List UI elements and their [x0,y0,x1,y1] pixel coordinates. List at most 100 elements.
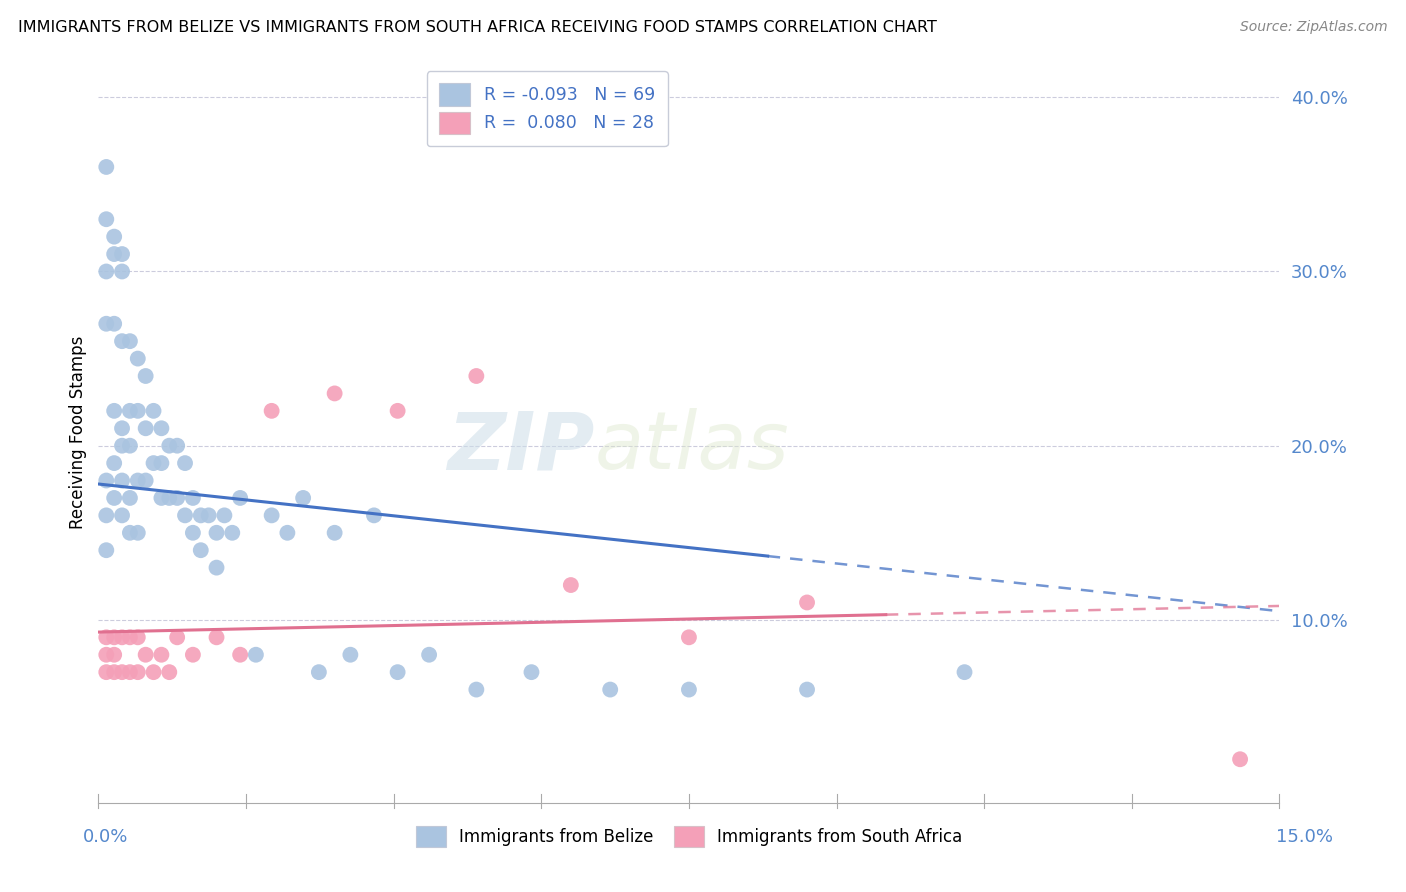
Point [127,665,149,680]
Point [166,439,188,453]
Point [197,508,219,523]
Point [142,665,165,680]
Point [96,665,118,680]
Point [363,508,385,523]
Point [111,247,134,261]
Point [245,648,267,662]
Point [96,317,118,331]
Point [205,525,228,540]
Point [118,630,141,644]
Text: atlas: atlas [595,409,789,486]
Point [111,508,134,523]
Legend: Immigrants from Belize, Immigrants from South Africa: Immigrants from Belize, Immigrants from … [409,819,969,854]
Point [111,439,134,453]
Point [339,648,361,662]
Point [157,439,180,453]
Point [118,439,141,453]
Point [127,630,149,644]
Point [260,508,283,523]
Point [520,665,543,680]
Text: IMMIGRANTS FROM BELIZE VS IMMIGRANTS FROM SOUTH AFRICA RECEIVING FOOD STAMPS COR: IMMIGRANTS FROM BELIZE VS IMMIGRANTS FRO… [18,20,938,35]
Point [323,386,346,401]
Point [276,525,298,540]
Point [118,665,141,680]
Point [157,665,180,680]
Point [96,474,118,488]
Point [953,665,976,680]
Point [214,508,236,523]
Point [190,508,212,523]
Point [127,351,149,366]
Point [96,543,118,558]
Point [560,578,582,592]
Point [96,264,118,278]
Point [135,648,157,662]
Point [678,630,700,644]
Point [323,525,346,540]
Point [599,682,621,697]
Point [205,560,228,574]
Point [150,491,173,505]
Point [103,229,125,244]
Point [103,491,125,505]
Text: Source: ZipAtlas.com: Source: ZipAtlas.com [1240,20,1388,34]
Point [387,665,409,680]
Point [292,491,315,505]
Point [103,648,125,662]
Point [96,648,118,662]
Y-axis label: Receiving Food Stamps: Receiving Food Stamps [69,336,87,529]
Point [166,630,188,644]
Text: 15.0%: 15.0% [1277,828,1333,846]
Point [229,491,252,505]
Point [96,212,118,227]
Point [387,404,409,418]
Point [465,369,488,384]
Point [181,491,204,505]
Point [127,474,149,488]
Point [142,404,165,418]
Point [135,369,157,384]
Point [205,630,228,644]
Point [174,456,197,470]
Point [135,421,157,435]
Point [118,491,141,505]
Point [111,630,134,644]
Point [166,491,188,505]
Point [111,264,134,278]
Point [103,404,125,418]
Point [157,491,180,505]
Text: 0.0%: 0.0% [83,828,128,846]
Point [103,317,125,331]
Point [103,630,125,644]
Point [796,595,818,609]
Point [190,543,212,558]
Point [678,682,700,697]
Point [229,648,252,662]
Point [103,456,125,470]
Point [127,404,149,418]
Point [308,665,330,680]
Point [150,421,173,435]
Point [260,404,283,418]
Point [111,474,134,488]
Point [111,421,134,435]
Text: ZIP: ZIP [447,409,595,486]
Point [221,525,243,540]
Point [150,456,173,470]
Point [418,648,440,662]
Point [181,648,204,662]
Point [465,682,488,697]
Point [111,334,134,348]
Point [1229,752,1251,766]
Point [96,160,118,174]
Point [118,404,141,418]
Point [103,665,125,680]
Point [796,682,818,697]
Point [96,630,118,644]
Point [127,525,149,540]
Point [111,665,134,680]
Point [118,334,141,348]
Point [142,456,165,470]
Point [103,247,125,261]
Point [135,474,157,488]
